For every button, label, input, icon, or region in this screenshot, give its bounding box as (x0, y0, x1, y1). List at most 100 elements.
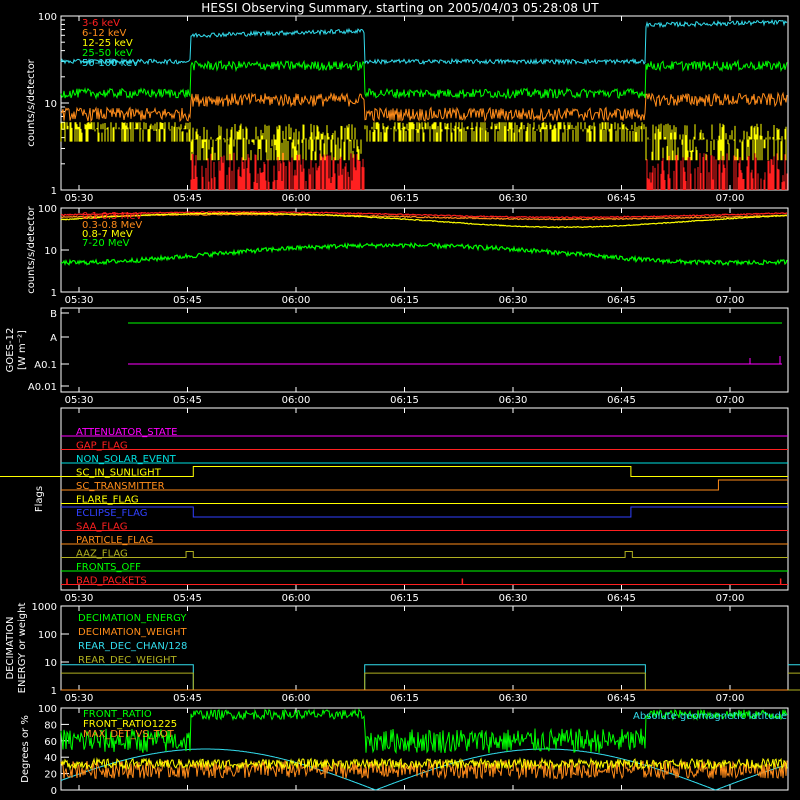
y-tick-label: 10 (44, 658, 57, 669)
x-tick-label: 06:00 (282, 593, 311, 604)
x-tick-label: 05:30 (65, 193, 94, 204)
y-tick-label: 1000 (32, 602, 57, 613)
y-axis-label-units: [W m⁻²] (17, 330, 28, 370)
x-tick-label: 05:30 (65, 295, 94, 306)
x-tick-label: 07:00 (716, 395, 745, 406)
series-line-0.8-7-mev (60, 212, 788, 229)
panel-frame (60, 307, 789, 393)
x-tick-label: 06:45 (607, 295, 636, 306)
x-tick-label: 05:45 (173, 693, 202, 704)
flag-label: PARTICLE_FLAG (76, 535, 153, 546)
flag-label: SAA_FLAG (76, 522, 127, 533)
flag-label: BAD_PACKETS (76, 576, 147, 587)
x-tick-label: 06:45 (607, 593, 636, 604)
series-line-rear-dec-chan (61, 664, 800, 691)
flag-label: NON_SOLAR_EVENT (76, 454, 177, 465)
x-tick-label: 06:00 (282, 295, 311, 306)
series-line-front-ratio1225 (60, 757, 788, 771)
x-tick-label: 06:30 (499, 193, 528, 204)
x-tick-label: 06:00 (282, 395, 311, 406)
legend-entry: FRONT_RATIO (83, 709, 152, 720)
x-tick-label: 06:15 (390, 395, 419, 406)
x-tick-label: 05:30 (65, 693, 94, 704)
legend-entry: 3-6 keV (82, 18, 120, 29)
x-tick-label: 07:00 (716, 193, 745, 204)
flag-line (61, 551, 788, 558)
panel-frame (60, 407, 789, 591)
legend-entry: 0.1-0.3 MeV (82, 211, 142, 222)
chart-title: HESSI Observing Summary, starting on 200… (201, 1, 599, 15)
x-tick-label: 06:30 (499, 395, 528, 406)
legend-entry: REAR_DEC_WEIGHT (78, 655, 177, 666)
y-axis-label: counts/s/detector (26, 205, 37, 293)
y-tick-label: 0 (51, 786, 57, 797)
x-tick-label: 06:15 (390, 593, 419, 604)
legend-entry: 0.3-0.8 MeV (82, 220, 142, 231)
legend-entry: 50-100 keV (82, 58, 139, 69)
series-line-max-det-vs-tot (60, 758, 788, 781)
y-axis-label: Flags (34, 486, 45, 512)
x-tick-label: 05:30 (65, 593, 94, 604)
y-tick-label: 80 (44, 720, 57, 731)
series-line-25-50-kev (60, 59, 788, 100)
series-line-50-100-kev (60, 19, 788, 66)
x-tick-label: 05:45 (173, 193, 202, 204)
y-tick-label: A0.01 (28, 382, 57, 393)
x-tick-label: 06:45 (607, 193, 636, 204)
y-tick-label: 1 (51, 288, 57, 299)
flag-label: FRONTS_OFF (76, 562, 141, 573)
series-line-6-12-kev (60, 91, 788, 123)
legend-entry: DECIMATION_WEIGHT (78, 627, 187, 638)
legend-entry: MAX_DET_VS_TOT (83, 729, 175, 740)
panel-frame (60, 707, 789, 791)
flag-label: SC_TRANSMITTER (76, 481, 165, 492)
x-tick-label: 06:30 (499, 295, 528, 306)
series-line-7-20-mev (60, 241, 788, 267)
y-tick-label: 100 (38, 12, 57, 23)
annotation-geomagnetic: Absolute geomagnetic latitude (633, 711, 787, 722)
y-tick-label: 60 (44, 737, 57, 748)
x-tick-label: 06:15 (390, 693, 419, 704)
y-tick-label: 40 (44, 753, 57, 764)
series-line-front-ratio (60, 708, 788, 755)
y-axis-label: DECIMATION (5, 616, 16, 679)
y-tick-label: B (50, 309, 57, 320)
x-tick-label: 06:45 (607, 395, 636, 406)
x-tick-label: 07:00 (716, 693, 745, 704)
y-tick-label: A0.1 (34, 360, 57, 371)
x-tick-label: 06:00 (282, 693, 311, 704)
flag-line (61, 506, 788, 518)
x-tick-label: 06:30 (499, 693, 528, 704)
geomagnetic-latitude-line (60, 748, 788, 791)
legend-entry: DECIMATION_ENERGY (78, 613, 187, 624)
panel-frame (60, 15, 789, 191)
x-tick-label: 06:45 (607, 693, 636, 704)
y-tick-label: 100 (38, 630, 57, 641)
flag-label: ECLIPSE_FLAG (76, 508, 147, 519)
legend-entry: REAR_DEC_CHAN/128 (78, 641, 187, 652)
flag-line (0, 466, 788, 477)
flag-label: ATTENUATOR_STATE (76, 427, 177, 438)
y-axis-label: counts/s/detector (26, 58, 37, 146)
legend-entry: 12-25 keV (82, 38, 133, 49)
y-tick-label: A (50, 333, 57, 344)
y-axis-label: Degrees or % (20, 715, 31, 783)
series-line-0.1-0.3-mev (60, 210, 788, 219)
legend-entry: 6-12 keV (82, 28, 126, 39)
y-tick-label: 20 (44, 770, 57, 781)
x-tick-label: 06:30 (499, 593, 528, 604)
flag-line (61, 479, 788, 491)
flag-label: SC_IN_SUNLIGHT (76, 468, 162, 479)
y-tick-label: 10 (44, 99, 57, 110)
flag-label: FLARE_FLAG (76, 495, 139, 506)
x-tick-label: 06:15 (390, 295, 419, 306)
x-tick-label: 07:00 (716, 295, 745, 306)
y-axis-label-2: ENERGY or weight (17, 603, 28, 694)
y-tick-label: 100 (38, 704, 57, 715)
legend-entry: 7-20 MeV (82, 238, 130, 249)
y-axis-label: GOES-12 (5, 328, 16, 373)
legend-entry: 25-50 keV (82, 48, 133, 59)
flag-label: AAZ_FLAG (76, 549, 128, 560)
